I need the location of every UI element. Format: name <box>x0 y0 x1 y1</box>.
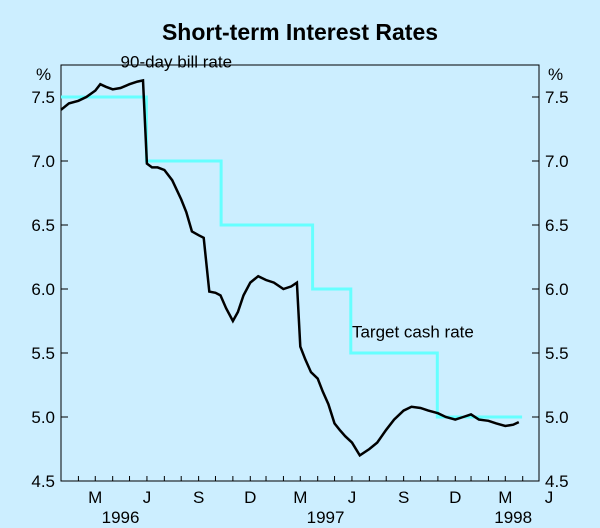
y-tick-label-left: 5.5 <box>31 344 55 363</box>
y-unit-right: % <box>548 65 563 84</box>
chart-title: Short-term Interest Rates <box>162 19 438 45</box>
y-axis: 4.5 4.5 5.0 5.0 5.5 5.5 6.0 6.0 6.5 6.5 7.0 7.0 7.5 7… <box>31 88 568 491</box>
x-tick-label: M <box>293 488 307 507</box>
y-tick-label-right: 4.5 <box>545 472 569 491</box>
y-tick-label-left: 4.5 <box>31 472 55 491</box>
x-year-label: 1998 <box>494 508 532 527</box>
annotation-label: 90-day bill rate <box>121 53 233 72</box>
annotation-label: Target cash rate <box>352 323 474 342</box>
x-tick-label: J <box>545 488 554 507</box>
x-tick-label: D <box>449 488 461 507</box>
x-tick-label: S <box>398 488 409 507</box>
series-layer <box>60 78 523 458</box>
x-tick-label: J <box>348 488 357 507</box>
x-tick-label: D <box>244 488 256 507</box>
y-tick-label-left: 7.0 <box>31 152 55 171</box>
x-tick-label: S <box>193 488 204 507</box>
x-year-label: 1997 <box>307 508 345 527</box>
y-tick-label-right: 7.0 <box>545 152 569 171</box>
y-tick-label-left: 6.5 <box>31 216 55 235</box>
y-tick-label-right: 5.5 <box>545 344 569 363</box>
x-tick-label: J <box>143 488 152 507</box>
y-tick-label-right: 7.5 <box>545 88 569 107</box>
x-tick-label: M <box>88 488 102 507</box>
y-tick-label-right: 6.0 <box>545 280 569 299</box>
y-tick-label-left: 7.5 <box>31 88 55 107</box>
y-tick-label-right: 6.5 <box>545 216 569 235</box>
90-day-bill-rate-line <box>60 78 520 458</box>
x-tick-label: M <box>498 488 512 507</box>
y-tick-label-left: 5.0 <box>31 408 55 427</box>
y-tick-label-right: 5.0 <box>545 408 569 427</box>
x-year-label: 1996 <box>102 508 140 527</box>
y-unit-left: % <box>36 65 51 84</box>
y-tick-label-left: 6.0 <box>31 280 55 299</box>
annotations: 90-day bill rate Target cash rate <box>121 53 474 342</box>
